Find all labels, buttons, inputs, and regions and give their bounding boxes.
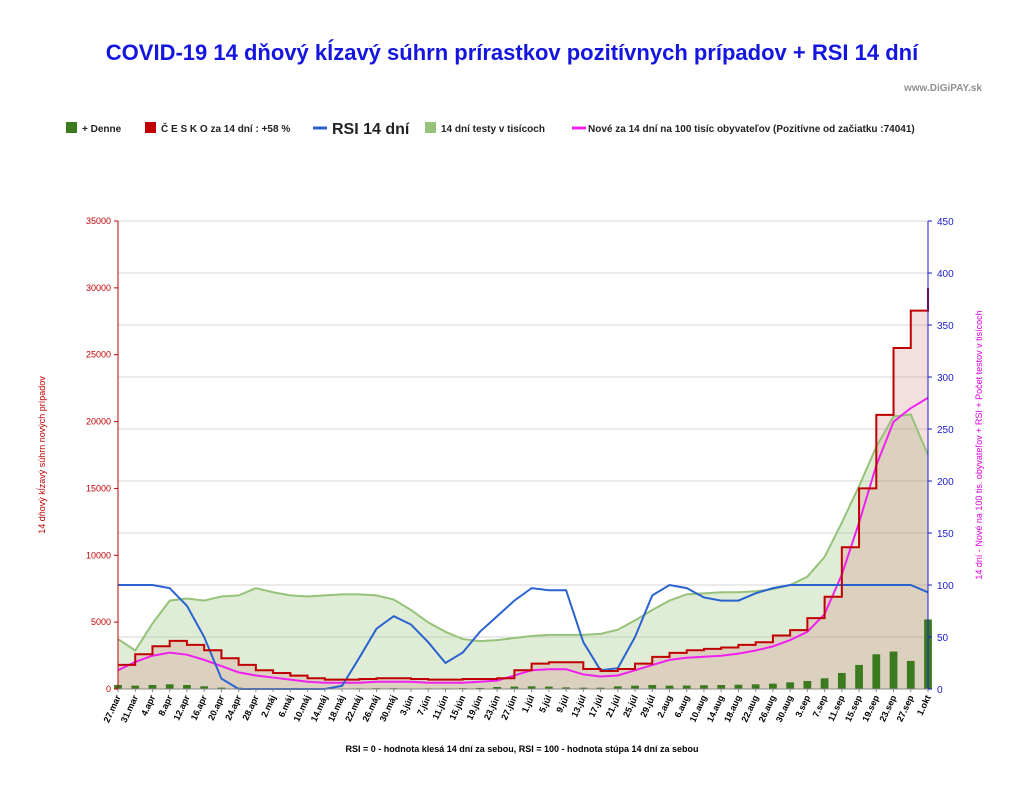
daily-bar <box>131 685 140 689</box>
daily-bar <box>493 686 502 689</box>
daily-bar <box>682 685 691 689</box>
y-tick-right: 100 <box>937 581 954 592</box>
y-tick-right: 50 <box>937 633 949 644</box>
daily-bar <box>510 686 519 689</box>
axes <box>117 221 929 690</box>
daily-bar <box>906 660 915 689</box>
daily-bar <box>837 672 846 689</box>
chart-title: COVID-19 14 dňový kĺzavý súhrn prírastko… <box>106 39 919 65</box>
daily-bar <box>183 684 191 689</box>
x-tick-label: 1.okt <box>915 694 933 717</box>
daily-bar <box>734 684 743 689</box>
testy-area <box>118 414 928 689</box>
y-tick-left: 0 <box>106 684 111 694</box>
x-tick-label: 28.apr <box>240 693 260 722</box>
legend-cesko-swatch <box>145 122 156 133</box>
daily-bar <box>769 683 777 689</box>
y-tick-left: 15000 <box>86 483 111 493</box>
legend-nove-label: Nové za 14 dní na 100 tisíc obyvateľov (… <box>588 124 915 135</box>
daily-bar <box>544 686 553 689</box>
y-tick-right: 250 <box>937 425 954 436</box>
y-tick-right: 450 <box>937 217 954 228</box>
daily-bar <box>665 685 674 689</box>
daily-bar <box>855 664 863 689</box>
legend-denne: + Denne <box>66 122 122 135</box>
y-tick-left: 25000 <box>86 350 111 360</box>
legend-cesko: Č E S K O za 14 dní : +58 % <box>145 122 290 135</box>
daily-bar <box>820 678 829 689</box>
footnote: RSI = 0 - hodnota klesá 14 dní za sebou,… <box>345 744 698 754</box>
legend-rsi-label: RSI 14 dní <box>332 121 410 138</box>
legend: + Denne Č E S K O za 14 dní : +58 % RSI 14… <box>66 121 915 138</box>
y-axis-label-left: 14 dňový kĺzavý súhrn nových prípadov <box>36 376 47 534</box>
daily-bar <box>751 684 760 689</box>
legend-testy: 14 dní testy v tisícoch <box>425 122 545 135</box>
daily-bar <box>889 651 898 689</box>
legend-cesko-label: Č E S K O za 14 dní : +58 % <box>161 122 290 135</box>
plot-background <box>118 221 928 689</box>
y-tick-right: 350 <box>937 321 954 332</box>
legend-denne-swatch <box>66 122 77 133</box>
y-tick-right: 0 <box>937 685 943 696</box>
daily-bar <box>476 687 484 689</box>
daily-bar <box>648 684 657 689</box>
y-axis-label-right: 14 dní - Nové na 100 tis. obyvateľov + R… <box>974 310 984 579</box>
daily-bar <box>872 654 881 689</box>
daily-bar <box>631 685 639 689</box>
legend-rsi: RSI 14 dní <box>313 121 410 138</box>
daily-bar <box>217 687 226 689</box>
legend-testy-swatch <box>425 122 436 133</box>
y-tick-right: 400 <box>937 269 954 280</box>
nove-line <box>117 396 929 684</box>
series-areas <box>118 287 928 689</box>
y-tick-left: 35000 <box>86 216 111 226</box>
x-tick-label: 1.júl <box>520 694 537 715</box>
y-tick-left: 20000 <box>86 417 111 427</box>
daily-bar <box>786 682 795 689</box>
plot-area <box>118 221 928 689</box>
x-tick-label: 7.jún <box>415 694 433 717</box>
y-tick-left: 30000 <box>86 283 111 293</box>
daily-bar <box>527 686 536 689</box>
x-tick-label: 4.apr <box>139 693 157 717</box>
x-tick-label: 9.júl <box>554 694 571 715</box>
y-tick-right: 300 <box>937 373 954 384</box>
daily-bar <box>165 684 174 689</box>
daily-bar <box>148 684 157 689</box>
watermark: www.DiGiPAY.sk <box>903 83 982 94</box>
y-tick-left: 5000 <box>91 617 111 627</box>
daily-bar <box>596 687 605 689</box>
daily-bar <box>803 680 812 689</box>
x-tick-label: 27.jún <box>499 694 519 722</box>
daily-bar <box>200 686 209 689</box>
testy-line <box>117 413 929 652</box>
legend-testy-label: 14 dní testy v tisícoch <box>441 124 545 135</box>
legend-denne-label: + Denne <box>82 124 122 135</box>
daily-bar <box>717 684 726 689</box>
x-tick-label: 8.apr <box>156 693 174 717</box>
daily-bar <box>579 687 588 689</box>
daily-bar <box>562 687 570 689</box>
daily-bar <box>700 685 708 689</box>
y-tick-labels-left: 0 5000 10000 15000 20000 25000 30000 35000 <box>86 216 118 694</box>
x-tick-label: 5.júl <box>537 694 554 715</box>
cesko-area <box>118 287 928 689</box>
y-tick-right: 150 <box>937 529 954 540</box>
legend-nove: Nové za 14 dní na 100 tisíc obyvateľov (… <box>572 124 915 135</box>
x-tick-label: 3.jún <box>398 694 416 717</box>
cesko-line <box>118 287 929 681</box>
y-tick-right: 200 <box>937 477 954 488</box>
y-tick-left: 10000 <box>86 550 111 560</box>
daily-bar <box>613 686 622 689</box>
y-tick-labels-right: 0 50 100 150 200 250 300 350 400 450 <box>928 217 954 696</box>
